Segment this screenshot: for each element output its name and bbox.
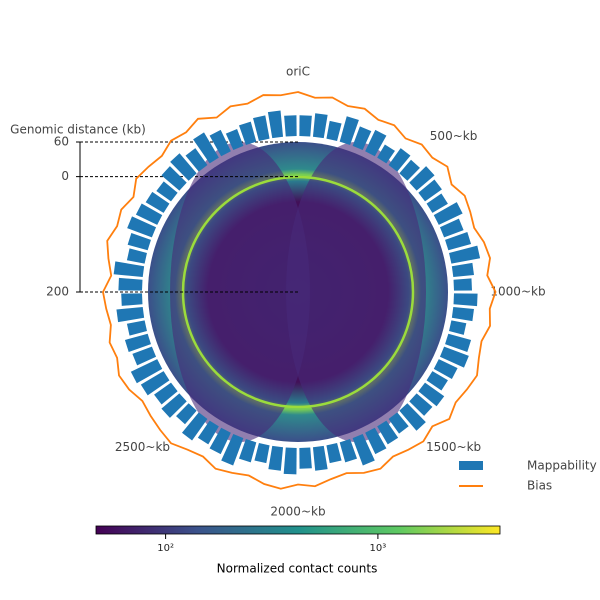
mappability-bar — [197, 420, 219, 445]
mappability-bar — [140, 371, 170, 396]
mappability-bar — [238, 439, 257, 463]
mappability-bar — [339, 439, 358, 463]
mappability-bar — [145, 191, 170, 213]
mappability-bar — [132, 346, 157, 366]
mappability-bar — [113, 261, 145, 278]
y-axis-title: Genomic distance (kb) — [10, 123, 146, 137]
mappability-bar — [161, 393, 187, 418]
mappability-bar — [299, 115, 312, 137]
mappability-bar — [445, 232, 472, 251]
mappability-bar — [126, 320, 147, 336]
position-label: 2000~kb — [270, 505, 325, 519]
mappability-bar — [312, 445, 328, 471]
mappability-bar — [445, 333, 472, 352]
mappability-bar — [388, 148, 411, 172]
mappability-bar — [161, 166, 187, 191]
mappability-bar — [439, 346, 469, 368]
mappability-bar — [130, 359, 163, 384]
mappability-bar — [451, 262, 474, 278]
bias-line — [102, 91, 497, 490]
colorbar-label: Normalized contact counts — [217, 562, 378, 576]
mappability-bar — [253, 115, 270, 141]
mappability-bar — [238, 121, 257, 145]
colorbar-tick-label: 10² — [157, 543, 174, 554]
colorbar-tick-label: 10³ — [370, 543, 387, 554]
position-label: 1500~kb — [426, 440, 481, 454]
mappability-bar — [299, 447, 312, 469]
mappability-bar — [124, 333, 151, 352]
mappability-bar — [449, 320, 467, 335]
mappability-bar — [127, 216, 157, 238]
mappability-bar — [352, 126, 372, 151]
mappability-bar — [453, 293, 478, 307]
y-tick-label: 0 — [61, 169, 69, 183]
mappability-bar — [268, 445, 284, 471]
mappability-bar — [339, 116, 359, 145]
mappability-bar — [127, 232, 151, 251]
legend-swatch — [459, 461, 483, 470]
y-tick-label: 200 — [46, 285, 69, 299]
position-label: 2500~kb — [115, 440, 170, 454]
mappability-bar — [154, 382, 178, 405]
mappability-bar — [418, 382, 445, 407]
mappability-bar — [377, 144, 395, 164]
mappability-bar — [409, 393, 433, 416]
mappability-bar — [433, 202, 463, 225]
mappability-bar — [426, 371, 448, 391]
position-label: oriC — [286, 65, 310, 79]
mappability-bar — [209, 129, 231, 157]
mappability-bar — [439, 218, 464, 238]
mappability-bar — [221, 433, 244, 466]
mappability-bar — [283, 447, 297, 475]
mappability-bar — [399, 403, 426, 431]
legend-label: Bias — [527, 479, 552, 493]
mappability-bar — [254, 443, 270, 464]
mappability-bar — [426, 193, 448, 213]
mappability-bar — [352, 433, 375, 466]
mappability-bar — [399, 159, 420, 181]
mappability-bar — [365, 129, 387, 157]
mappability-bar — [284, 115, 297, 137]
mappability-bar — [451, 306, 474, 322]
mappability-bar — [170, 153, 197, 181]
mappability-bar — [433, 359, 458, 380]
mappability-bar — [116, 306, 145, 323]
mappability-bar — [409, 166, 435, 191]
mappability-bar — [326, 443, 342, 464]
mappability-bar — [377, 420, 399, 445]
mappability-bar — [181, 412, 208, 441]
mappability-bar — [449, 245, 481, 264]
mappability-bar — [326, 120, 342, 141]
mappability-bar — [156, 181, 178, 202]
mappability-bar — [185, 148, 208, 172]
position-label: 1000~kb — [490, 285, 545, 299]
colorbar — [95, 525, 501, 535]
mappability-bar — [209, 427, 231, 455]
mappability-bar — [388, 412, 409, 434]
mappability-bar — [418, 179, 442, 202]
y-tick-label: 60 — [54, 135, 69, 149]
mappability-bar — [121, 293, 143, 306]
mappability-bar — [225, 129, 244, 151]
mappability-bar — [312, 113, 328, 139]
mappability-bar — [176, 403, 197, 425]
mappability-bar — [453, 278, 472, 291]
position-label: 500~kb — [430, 129, 478, 143]
mappability-bar — [135, 203, 163, 225]
mappability-bar — [193, 132, 219, 164]
mappability-bar — [267, 110, 284, 139]
mappability-bar — [365, 427, 387, 455]
mappability-bar — [126, 248, 147, 264]
mappability-bar — [118, 277, 143, 291]
legend-label: Mappability — [527, 459, 597, 473]
